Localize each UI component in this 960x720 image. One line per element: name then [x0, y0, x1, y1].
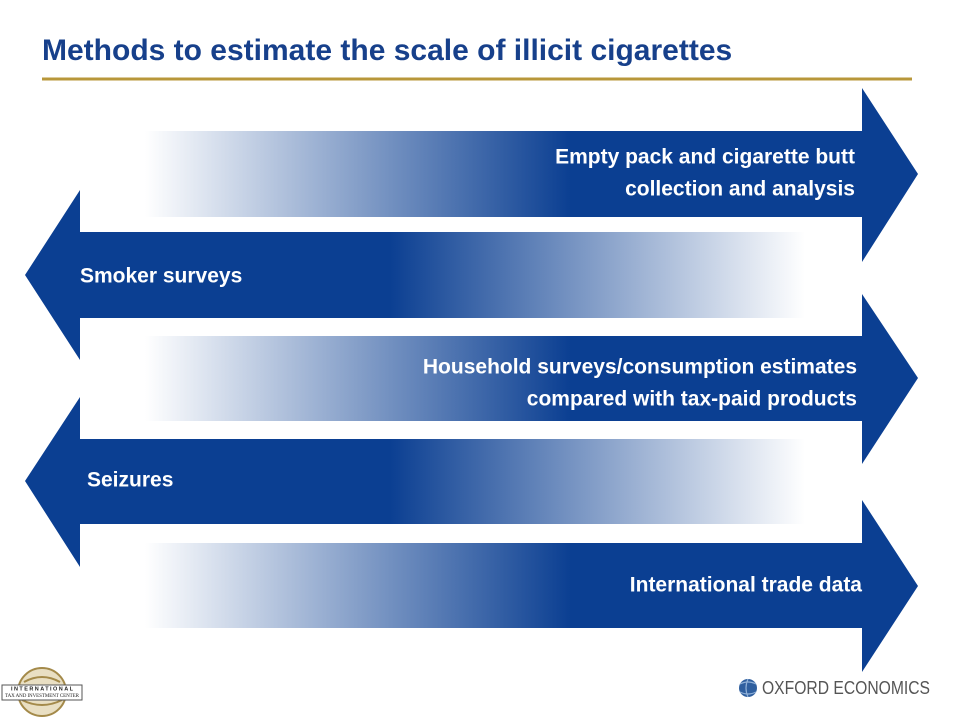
itic-logo: INTERNATIONAL TAX AND INVESTMENT CENTER	[1, 667, 83, 717]
arrow-right	[145, 500, 918, 672]
arrow-label: Seizures	[87, 469, 173, 492]
arrow-label: collection and analysis	[625, 178, 855, 201]
arrow-right	[145, 88, 918, 262]
logo-text: INTERNATIONAL	[11, 686, 74, 692]
logo-text: TAX AND INVESTMENT CENTER	[5, 694, 80, 699]
arrow-right	[145, 294, 918, 464]
arrow-label: International trade data	[630, 574, 863, 597]
arrow-label: compared with tax-paid products	[527, 388, 857, 411]
arrow-label: Empty pack and cigarette butt	[555, 146, 855, 169]
oxford-logo: OXFORD ECONOMICS	[739, 678, 930, 698]
slide-title: Methods to estimate the scale of illicit…	[42, 34, 732, 67]
arrow-left	[25, 397, 805, 567]
arrow-label: Household surveys/consumption estimates	[423, 356, 857, 379]
arrow-left	[25, 190, 805, 360]
logo-text: OXFORD ECONOMICS	[762, 678, 930, 698]
arrow-label: Smoker surveys	[80, 265, 242, 288]
